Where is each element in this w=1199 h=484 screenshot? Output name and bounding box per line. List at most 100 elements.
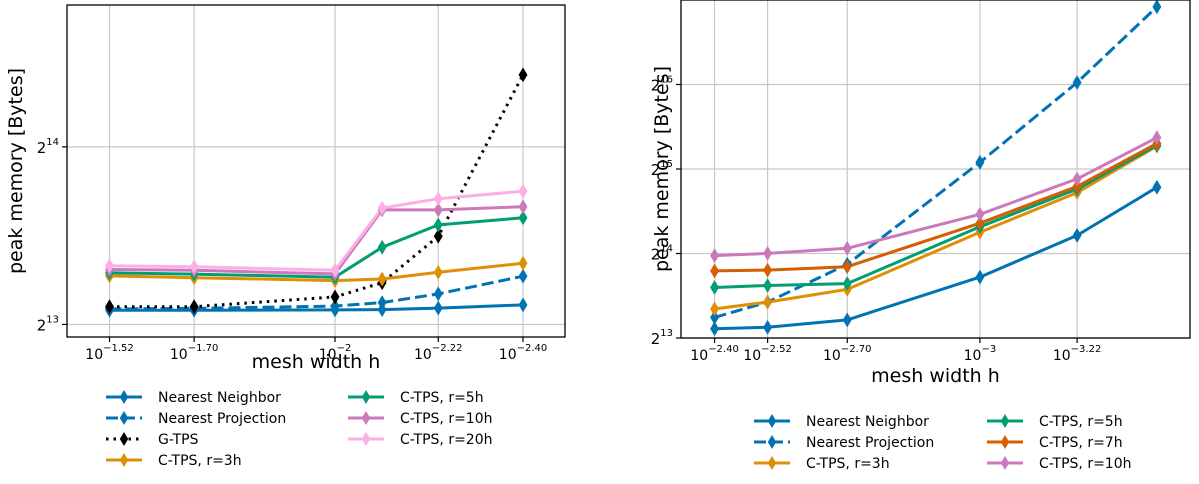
y-axis-label: peak memory [Bytes] xyxy=(5,68,27,274)
data-point xyxy=(518,183,528,199)
x-axis-label: mesh width h xyxy=(871,365,1000,387)
legend-label: C-TPS, r=10h xyxy=(400,411,493,427)
x-tick-label: 10−1.70 xyxy=(170,343,218,363)
series-line-c-tps-r-10h xyxy=(109,205,524,276)
y-tick-label: 214 xyxy=(651,244,673,264)
data-point xyxy=(377,271,387,287)
data-point xyxy=(975,269,985,285)
data-point xyxy=(975,154,985,170)
data-point xyxy=(975,206,985,222)
y-axis-label: peak memory [Bytes] xyxy=(651,66,673,272)
plot-frame xyxy=(66,4,566,338)
legend-marker xyxy=(767,414,777,428)
data-point xyxy=(842,240,852,256)
data-point xyxy=(710,301,720,317)
data-point xyxy=(842,276,852,292)
data-point xyxy=(433,191,443,207)
series-line-nearest-neighbor xyxy=(109,303,524,312)
legend-label: C-TPS, r=3h xyxy=(158,453,242,469)
data-point xyxy=(518,255,528,271)
data-point xyxy=(377,295,387,311)
data-point xyxy=(1072,227,1082,243)
data-point xyxy=(1072,171,1082,187)
data-point xyxy=(433,300,443,316)
series-line-c-tps-r-10h xyxy=(714,136,1158,258)
legend-label: Nearest Projection xyxy=(806,435,934,451)
x-tick-label: 10−1.52 xyxy=(85,343,133,363)
legend-label: C-TPS, r=20h xyxy=(400,432,493,448)
legend-marker xyxy=(1000,414,1010,428)
data-point xyxy=(1072,75,1082,91)
data-point xyxy=(105,258,115,274)
data-point xyxy=(763,278,773,293)
data-point xyxy=(330,298,340,314)
series-line-c-tps-r-3h xyxy=(109,261,524,283)
data-point xyxy=(710,309,720,325)
data-point xyxy=(1152,130,1162,146)
legend-marker xyxy=(119,390,129,404)
data-point xyxy=(189,299,199,315)
legend-label: C-TPS, r=5h xyxy=(1039,414,1123,430)
data-point xyxy=(763,262,773,278)
legend-label: C-TPS, r=3h xyxy=(806,456,890,472)
chart-right: 10−2.40 10−2.52 10−2.70 10−3 10−3.22 213 214 21… xyxy=(651,0,1191,472)
data-point xyxy=(433,228,443,244)
chart-left: 10−1.52 10−1.70 10−2 10−2.22 10−2.40 213 214 me… xyxy=(5,4,566,469)
data-point xyxy=(710,248,720,264)
legend: Nearest Neighbor Nearest Projection G-TPS C… xyxy=(106,390,493,469)
data-point xyxy=(710,263,720,279)
series-line-c-tps-r-7h xyxy=(714,142,1158,273)
legend-marker xyxy=(119,453,129,467)
data-point xyxy=(433,202,443,218)
data-point xyxy=(975,215,985,231)
x-tick-label: 10−2.40 xyxy=(690,344,738,364)
series-line-c-tps-r-3h xyxy=(714,144,1158,311)
legend: Nearest Neighbor Nearest Projection C-TPS,… xyxy=(754,414,1132,472)
legend-marker xyxy=(1000,456,1010,470)
legend-marker xyxy=(767,435,777,449)
data-point xyxy=(330,262,340,278)
series-line-nearest-neighbor xyxy=(714,186,1158,331)
y-tick-label: 213 xyxy=(651,328,673,348)
data-point xyxy=(518,210,528,226)
x-tick-label: 10−2.52 xyxy=(743,344,791,364)
data-point xyxy=(710,321,720,337)
legend-marker xyxy=(119,411,129,425)
data-point xyxy=(433,217,443,233)
legend-label: C-TPS, r=10h xyxy=(1039,456,1132,472)
series-line-c-tps-r-5h xyxy=(714,143,1158,289)
legend-marker xyxy=(361,411,371,425)
data-point xyxy=(1152,179,1162,195)
series-line-nearest-projection xyxy=(109,274,524,311)
y-tick-label: 214 xyxy=(37,137,59,157)
y-tick-label: 215 xyxy=(651,159,673,179)
x-tick-label: 10−2.40 xyxy=(499,343,547,363)
data-point xyxy=(105,299,115,315)
data-point xyxy=(842,312,852,328)
data-point xyxy=(518,268,528,284)
data-point xyxy=(763,294,773,310)
data-point xyxy=(518,297,528,313)
series-line-c-tps-r-5h xyxy=(109,216,524,279)
data-point xyxy=(518,67,528,83)
x-tick-label: 10−3.22 xyxy=(1053,344,1101,364)
data-point xyxy=(377,239,387,255)
data-point xyxy=(433,264,443,280)
data-point xyxy=(377,200,387,216)
data-point xyxy=(433,286,443,302)
x-tick-label: 10−2 xyxy=(319,343,352,363)
y-tick-label: 216 xyxy=(651,75,673,95)
data-point xyxy=(842,259,852,275)
data-point xyxy=(710,279,720,295)
y-tick-label: 213 xyxy=(37,314,59,334)
data-point xyxy=(189,259,199,275)
x-axis-label: mesh width h xyxy=(252,351,381,373)
legend-label: G-TPS xyxy=(158,432,199,448)
legend-marker xyxy=(119,432,129,446)
x-tick-label: 10−2.70 xyxy=(823,344,871,364)
legend-label: C-TPS, r=7h xyxy=(1039,435,1123,451)
x-tick-label: 10−3 xyxy=(964,344,997,364)
x-tick-label: 10−2.22 xyxy=(414,343,462,363)
legend-label: C-TPS, r=5h xyxy=(400,390,484,406)
